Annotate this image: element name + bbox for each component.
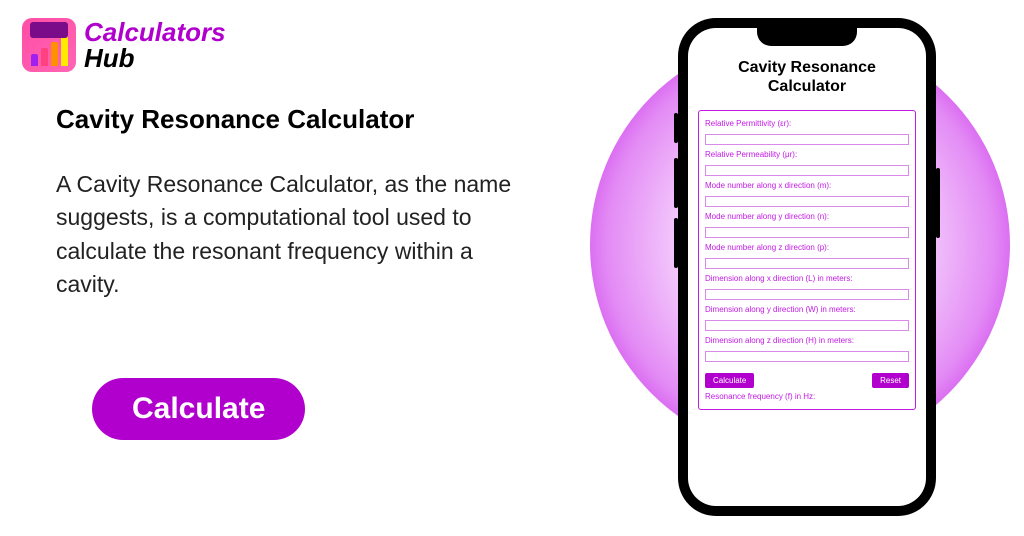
dimension-w-input[interactable] — [705, 320, 909, 331]
logo-icon — [22, 18, 76, 72]
app-title: Cavity Resonance Calculator — [698, 58, 916, 96]
field-label: Dimension along x direction (L) in meter… — [705, 274, 909, 283]
calculate-button[interactable]: Calculate — [92, 378, 305, 440]
phone-screen: Cavity Resonance Calculator Relative Per… — [688, 28, 926, 506]
field-label: Mode number along x direction (m): — [705, 181, 909, 190]
phone-side-button — [674, 218, 678, 268]
field-label: Relative Permeability (μr): — [705, 150, 909, 159]
form-calculate-button[interactable]: Calculate — [705, 373, 754, 388]
field-label: Dimension along z direction (H) in meter… — [705, 336, 909, 345]
page-title: Cavity Resonance Calculator — [56, 104, 414, 135]
form-actions: Calculate Reset — [705, 373, 909, 388]
phone-side-button — [674, 158, 678, 208]
logo: Calculators Hub — [22, 18, 226, 72]
logo-text: Calculators Hub — [84, 19, 226, 71]
mode-p-input[interactable] — [705, 258, 909, 269]
field-label: Mode number along y direction (n): — [705, 212, 909, 221]
logo-line2: Hub — [84, 45, 226, 71]
mode-m-input[interactable] — [705, 196, 909, 207]
phone-mockup: Cavity Resonance Calculator Relative Per… — [678, 18, 936, 516]
app-title-line2: Calculator — [768, 78, 846, 95]
dimension-l-input[interactable] — [705, 289, 909, 300]
form-reset-button[interactable]: Reset — [872, 373, 909, 388]
phone-side-button — [674, 113, 678, 143]
app-title-line1: Cavity Resonance — [738, 59, 876, 76]
permeability-input[interactable] — [705, 165, 909, 176]
phone-notch — [757, 28, 857, 46]
dimension-h-input[interactable] — [705, 351, 909, 362]
field-label: Dimension along y direction (W) in meter… — [705, 305, 909, 314]
result-label: Resonance frequency (f) in Hz: — [705, 392, 909, 401]
calculator-form: Relative Permittivity (εr): Relative Per… — [698, 110, 916, 410]
phone-side-button — [936, 168, 940, 238]
page-description: A Cavity Resonance Calculator, as the na… — [56, 168, 536, 301]
mode-n-input[interactable] — [705, 227, 909, 238]
field-label: Mode number along z direction (p): — [705, 243, 909, 252]
logo-line1: Calculators — [84, 19, 226, 45]
field-label: Relative Permittivity (εr): — [705, 119, 909, 128]
permittivity-input[interactable] — [705, 134, 909, 145]
